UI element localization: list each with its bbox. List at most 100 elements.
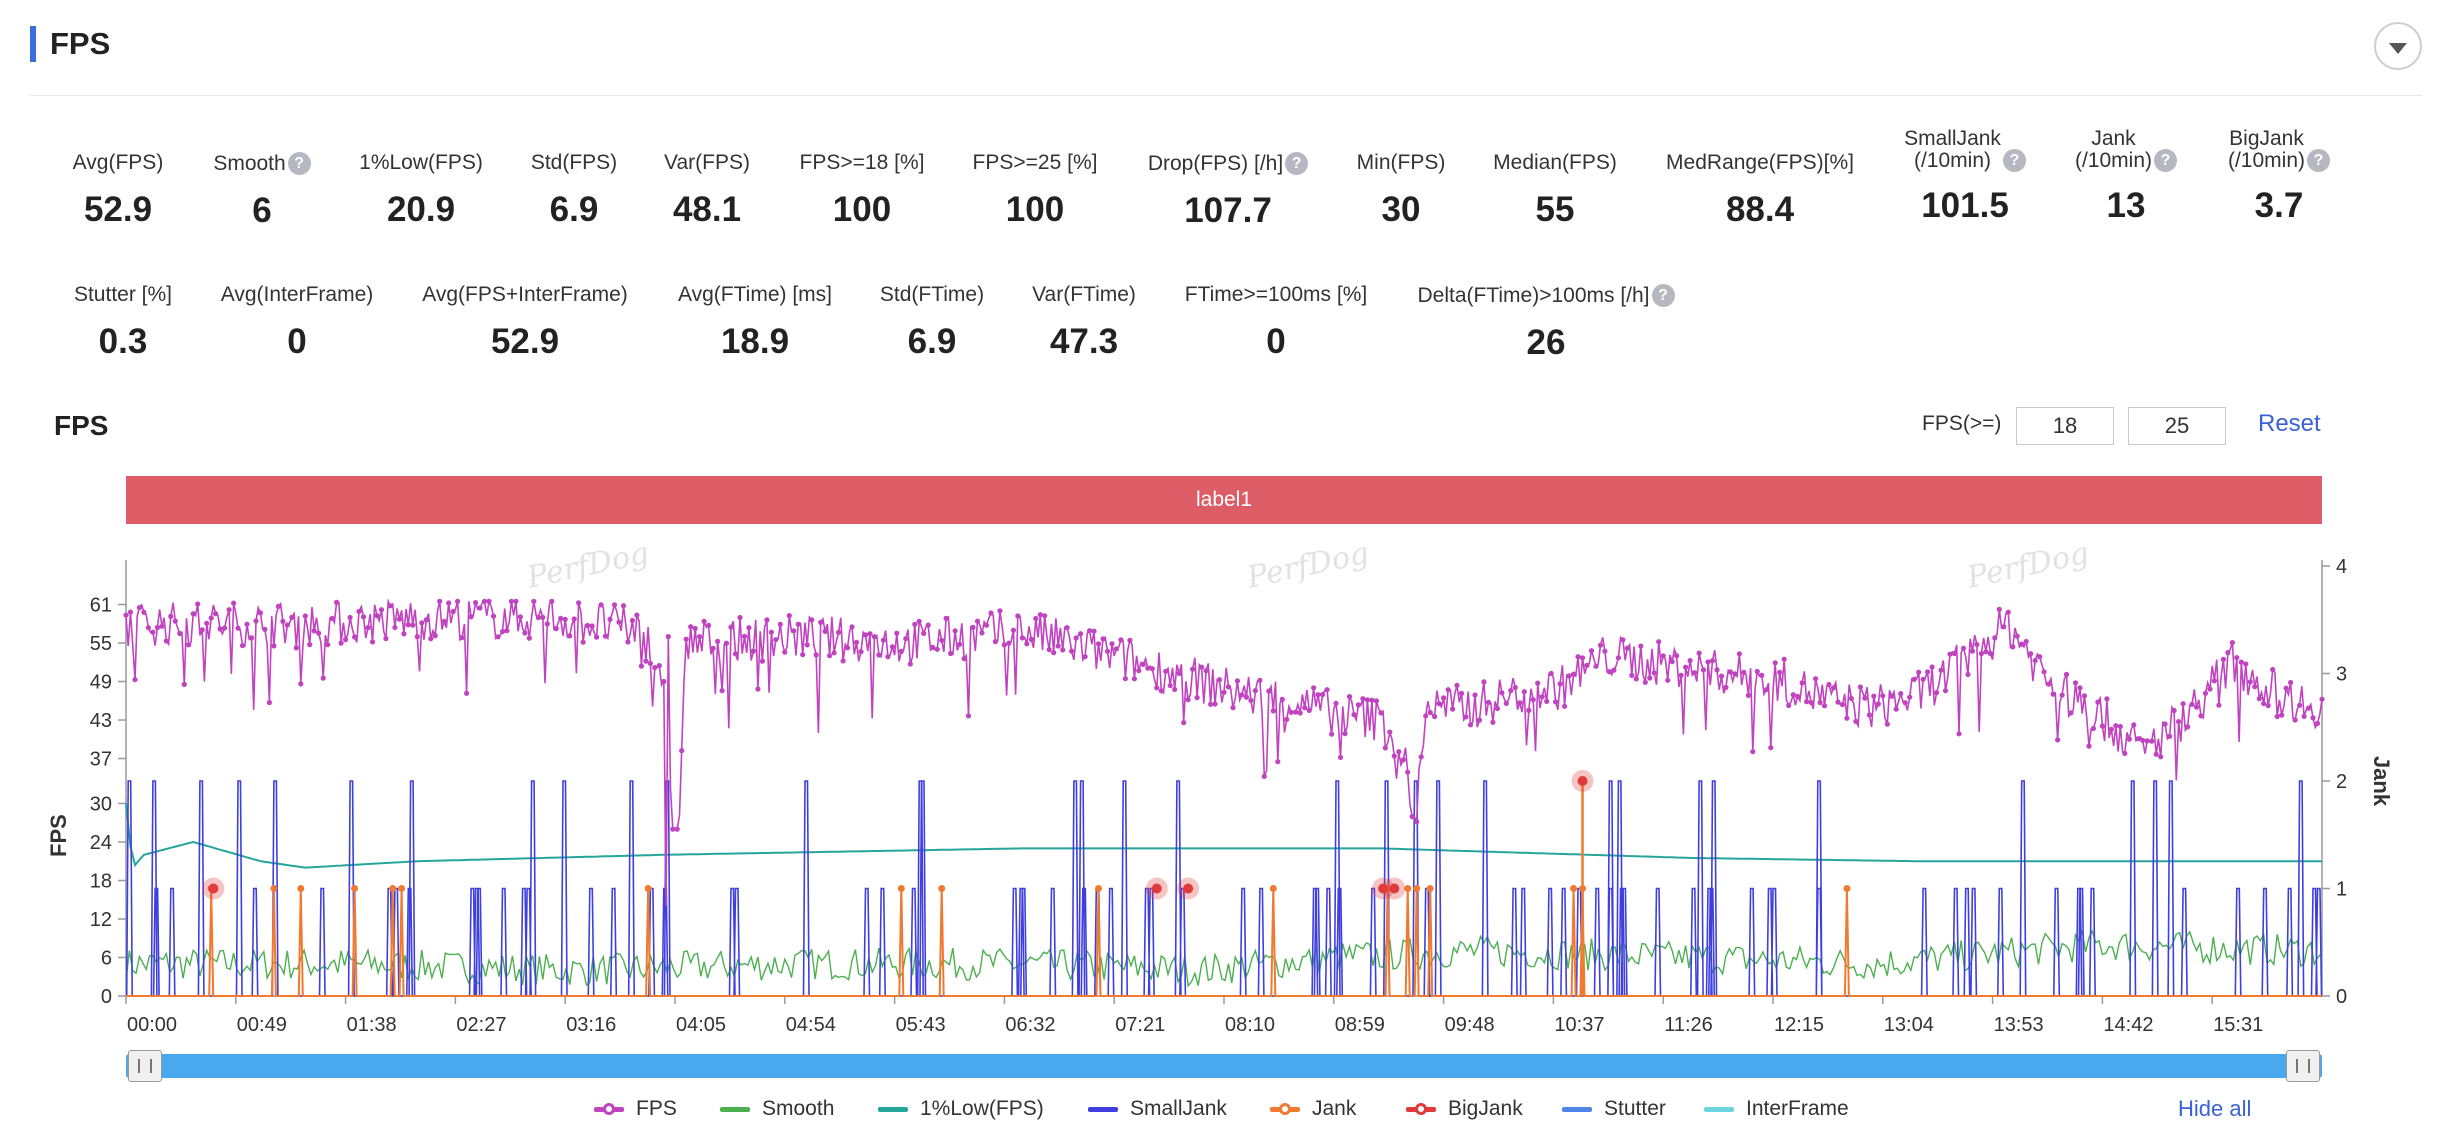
fps-point <box>1302 705 1308 711</box>
help-icon[interactable]: ? <box>2154 149 2178 172</box>
fps-point <box>849 624 855 630</box>
fps-point <box>2140 737 2146 743</box>
series-line-smalljank <box>125 780 2323 997</box>
metric-value: 48.1 <box>672 190 742 229</box>
metric-label: BigJank (/10min)? <box>2228 128 2331 172</box>
help-icon[interactable]: ? <box>1285 152 1309 175</box>
fps-point <box>1960 645 1967 651</box>
fps-point <box>1203 668 1209 674</box>
metric-r1-12: Jank (/10min)? 13 <box>1986 128 2266 226</box>
label-band[interactable]: label1 <box>126 476 2322 524</box>
fps-point <box>1113 646 1119 652</box>
fps-point <box>921 630 927 636</box>
fps-point <box>1907 694 1913 700</box>
fps-point <box>1064 625 1070 631</box>
legend-item-bigjank[interactable]: BigJank <box>1406 1094 1523 1124</box>
fps-point <box>1768 745 1774 751</box>
help-icon[interactable]: ? <box>2307 149 2331 172</box>
metric-r1-3: Std(FPS) 6.9 <box>434 152 714 230</box>
fps-point <box>2176 719 2182 725</box>
fps-point <box>652 665 658 671</box>
fps-point <box>697 634 703 640</box>
metric-label: Avg(FPS+InterFrame) <box>422 284 628 306</box>
fps-point <box>1862 695 1868 701</box>
fps-point <box>979 630 985 636</box>
fps-point <box>298 681 304 687</box>
x-tick-label: 15:31 <box>2213 1014 2263 1036</box>
slider-left-handle[interactable] <box>128 1050 162 1082</box>
metric-value: 26 <box>1526 323 1566 362</box>
legend-item-interframe[interactable]: InterFrame <box>1704 1094 1849 1124</box>
legend-item-low1[interactable]: 1%Low(FPS) <box>878 1094 1044 1124</box>
fps-point <box>930 644 936 650</box>
fps-point <box>827 653 833 659</box>
fps-point <box>2149 738 2155 744</box>
fps-point <box>1889 693 1895 699</box>
legend-swatch <box>1270 1101 1300 1117</box>
help-icon[interactable]: ? <box>2002 149 2026 172</box>
fps-chart[interactable]: PerfDog PerfDog PerfDog0612182430374349556… <box>0 540 2442 1040</box>
label-band-text: label1 <box>1195 488 1253 511</box>
legend-item-smalljank[interactable]: SmallJank <box>1088 1094 1227 1124</box>
legend-swatch-dot <box>603 1103 615 1115</box>
fps-point <box>1400 757 1406 763</box>
fps-point <box>1185 697 1191 703</box>
fps-point <box>1405 769 1411 775</box>
section-header: FPS <box>30 22 2422 96</box>
metric-value: 52.9 <box>490 322 560 361</box>
hide-all-button[interactable]: Hide all <box>2178 1096 2252 1121</box>
fps-point <box>701 618 707 624</box>
fps-point <box>2297 702 2303 708</box>
x-tick-label: 13:53 <box>1994 1014 2044 1036</box>
fps-point <box>1517 700 1523 706</box>
fps-point <box>1458 690 1465 696</box>
fps-point <box>679 748 685 754</box>
fps-point <box>602 633 609 639</box>
legend-item-fps[interactable]: FPS <box>594 1094 677 1124</box>
legend-label: FPS <box>636 1097 677 1120</box>
fps-point <box>190 611 196 617</box>
legend-swatch <box>1562 1101 1592 1117</box>
fps-point <box>939 637 945 643</box>
fps-point <box>490 613 497 619</box>
fps-point <box>154 624 160 631</box>
fps-point <box>455 598 461 604</box>
metric-value: 3.7 <box>2254 186 2304 225</box>
header-accent-bar <box>30 26 36 62</box>
metric-label-text: Drop(FPS) [/h] <box>1147 152 1284 175</box>
slider-right-handle[interactable] <box>2286 1050 2320 1082</box>
fps-point <box>1481 679 1487 685</box>
fps-point <box>2283 685 2289 691</box>
legend-item-jank[interactable]: Jank <box>1270 1094 1356 1124</box>
fps-point <box>1539 694 1545 700</box>
legend-item-stutter[interactable]: Stutter <box>1562 1094 1666 1124</box>
collapse-button[interactable] <box>2374 22 2422 70</box>
legend-item-smooth[interactable]: Smooth <box>720 1094 834 1124</box>
fps-point <box>2005 609 2011 615</box>
fps-point <box>755 686 761 692</box>
jank-point <box>1570 885 1578 892</box>
metric-label-text: FTime>=100ms [%] <box>1184 283 1368 306</box>
fps-point <box>1414 819 1420 825</box>
fps-point <box>213 611 219 617</box>
fps-threshold-low-input[interactable] <box>2016 407 2114 445</box>
fps-point <box>257 610 263 616</box>
help-icon[interactable]: ? <box>287 152 311 175</box>
fps-point <box>1360 696 1366 702</box>
fps-threshold-high-input[interactable] <box>2128 407 2226 445</box>
fps-point <box>199 627 205 633</box>
help-icon[interactable]: ? <box>1651 284 1675 307</box>
fps-point <box>1391 753 1397 759</box>
metric-label-text: 1%Low(FPS) <box>359 151 483 174</box>
fps-point <box>1647 675 1653 681</box>
fps-point <box>208 615 214 621</box>
fps-point <box>974 618 981 624</box>
legend-swatch <box>594 1101 624 1117</box>
fps-point <box>737 614 743 621</box>
reset-button[interactable]: Reset <box>2258 410 2321 437</box>
slider-track[interactable] <box>126 1054 2322 1078</box>
time-range-slider[interactable] <box>126 1050 2322 1082</box>
chart-legend: FPS Smooth 1%Low(FPS) SmallJank Jank BigJank S… <box>0 1094 2442 1126</box>
fps-point <box>611 602 618 608</box>
fps-point <box>1181 720 1187 726</box>
